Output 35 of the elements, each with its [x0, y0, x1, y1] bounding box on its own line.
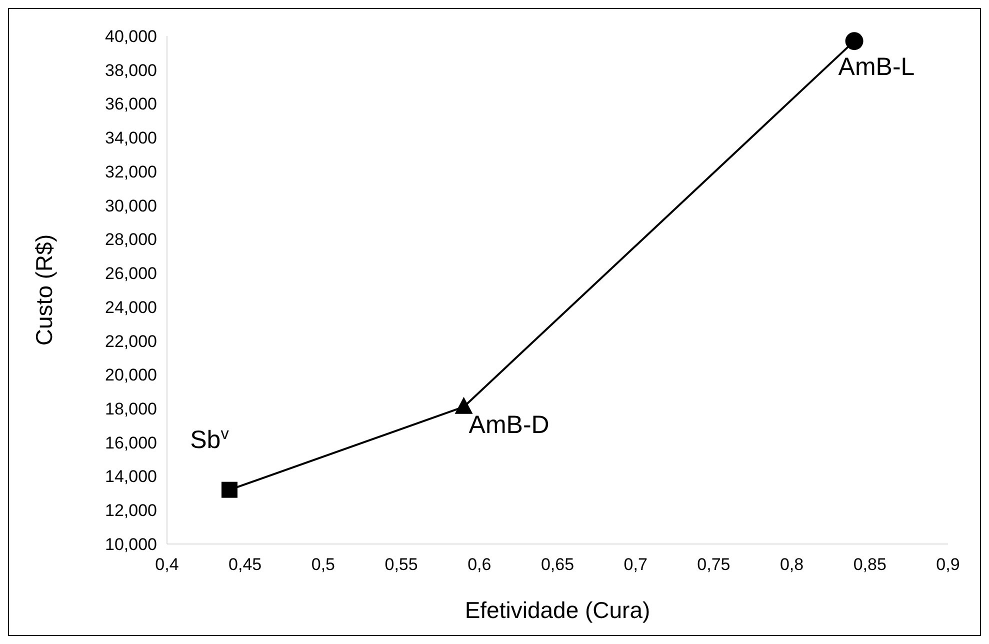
y-tick-label: 30,000	[105, 196, 157, 216]
y-tick-label: 26,000	[105, 264, 157, 284]
y-tick-label: 14,000	[105, 467, 157, 486]
annotation: Sb$^{v}$	[190, 424, 230, 454]
x-tick-label: 0,85	[853, 555, 886, 574]
y-tick-label: 36,000	[105, 94, 157, 114]
x-axis-title: Efetividade (Cura)	[464, 597, 650, 623]
y-tick-label: 16,000	[105, 433, 157, 452]
x-tick-label: 0,55	[384, 555, 418, 574]
x-tick-label: 0,7	[624, 555, 648, 574]
y-tick-label: 28,000	[105, 230, 157, 250]
y-axis-title: Custo (R$)	[31, 234, 57, 346]
y-tick-label: 12,000	[105, 501, 157, 520]
y-tick-label: 40,000	[105, 26, 157, 46]
annotation: AmB-L	[838, 53, 915, 82]
y-tick-label: 22,000	[105, 332, 157, 351]
x-tick-label: 0,75	[697, 555, 730, 574]
x-tick-label: 0,8	[780, 555, 804, 574]
y-tick-label: 32,000	[105, 162, 157, 182]
y-tick-label: 20,000	[105, 366, 157, 385]
x-tick-label: 0,5	[311, 555, 336, 574]
point	[845, 32, 864, 50]
x-tick-label: 0,4	[155, 555, 179, 574]
annotation: AmB-D	[468, 410, 550, 439]
x-tick-label: 0,45	[228, 555, 262, 574]
y-tick-label: 18,000	[105, 399, 157, 418]
y-tick-label: 34,000	[105, 128, 157, 148]
x-tick-label: 0,9	[936, 555, 960, 574]
y-tick-label: 24,000	[105, 298, 157, 317]
y-tick-label: 38,000	[105, 60, 157, 80]
point	[221, 482, 238, 498]
x-tick-label: 0,65	[540, 555, 574, 574]
x-tick-label: 0,6	[468, 555, 492, 574]
y-tick-label: 10,000	[105, 534, 157, 554]
point	[454, 396, 473, 414]
